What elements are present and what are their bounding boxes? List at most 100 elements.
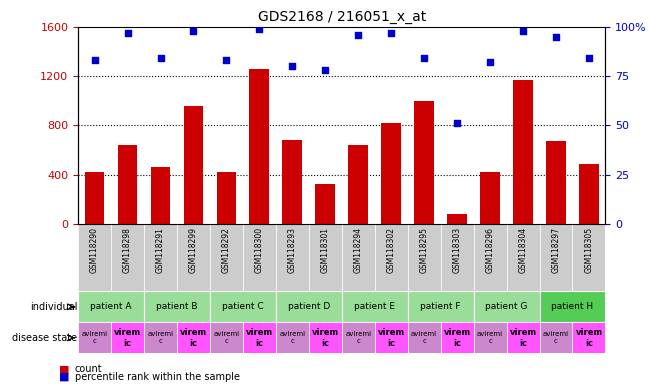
FancyBboxPatch shape <box>276 224 309 291</box>
FancyBboxPatch shape <box>177 322 210 353</box>
Text: patient G: patient G <box>486 302 528 311</box>
FancyBboxPatch shape <box>210 322 243 353</box>
Text: aviremi
c: aviremi c <box>147 331 174 344</box>
FancyBboxPatch shape <box>309 322 342 353</box>
Text: virem
ic: virem ic <box>443 328 471 348</box>
FancyBboxPatch shape <box>177 224 210 291</box>
Bar <box>513 80 533 224</box>
Point <box>156 55 166 61</box>
Title: GDS2168 / 216051_x_at: GDS2168 / 216051_x_at <box>258 10 426 25</box>
Point <box>452 120 462 126</box>
FancyBboxPatch shape <box>540 224 572 291</box>
FancyBboxPatch shape <box>506 322 540 353</box>
Bar <box>283 140 302 224</box>
Bar <box>414 101 434 224</box>
Text: GSM118301: GSM118301 <box>321 227 330 273</box>
Text: patient D: patient D <box>288 302 330 311</box>
Text: GSM118293: GSM118293 <box>288 227 297 273</box>
Text: GSM118300: GSM118300 <box>255 227 264 273</box>
Text: individual: individual <box>30 302 77 312</box>
Text: patient E: patient E <box>354 302 395 311</box>
Text: GSM118304: GSM118304 <box>519 227 527 273</box>
Text: virem
ic: virem ic <box>180 328 207 348</box>
FancyBboxPatch shape <box>243 224 276 291</box>
FancyBboxPatch shape <box>111 322 144 353</box>
Point <box>188 28 199 34</box>
Text: percentile rank within the sample: percentile rank within the sample <box>75 372 240 382</box>
Text: GSM118295: GSM118295 <box>420 227 428 273</box>
FancyBboxPatch shape <box>474 322 506 353</box>
Text: virem
ic: virem ic <box>378 328 405 348</box>
Text: patient A: patient A <box>90 302 132 311</box>
Point <box>89 57 100 63</box>
Point <box>518 28 528 34</box>
FancyBboxPatch shape <box>144 291 210 322</box>
Text: GSM118297: GSM118297 <box>551 227 561 273</box>
Point <box>353 32 363 38</box>
Bar <box>85 172 104 224</box>
FancyBboxPatch shape <box>408 322 441 353</box>
Bar <box>184 106 203 224</box>
Text: GSM118291: GSM118291 <box>156 227 165 273</box>
Bar <box>447 214 467 224</box>
FancyBboxPatch shape <box>243 322 276 353</box>
FancyBboxPatch shape <box>572 224 605 291</box>
FancyBboxPatch shape <box>144 322 177 353</box>
Text: GSM118298: GSM118298 <box>123 227 132 273</box>
Bar <box>480 172 500 224</box>
Bar <box>217 172 236 224</box>
FancyBboxPatch shape <box>441 322 474 353</box>
FancyBboxPatch shape <box>474 291 540 322</box>
FancyBboxPatch shape <box>111 224 144 291</box>
Bar <box>249 69 270 224</box>
FancyBboxPatch shape <box>474 224 506 291</box>
FancyBboxPatch shape <box>276 291 342 322</box>
Point <box>551 34 561 40</box>
Bar <box>118 145 137 224</box>
Text: GSM118296: GSM118296 <box>486 227 495 273</box>
Text: ■: ■ <box>59 364 69 374</box>
Text: virem
ic: virem ic <box>246 328 273 348</box>
Text: GSM118299: GSM118299 <box>189 227 198 273</box>
FancyBboxPatch shape <box>408 224 441 291</box>
Point <box>485 59 495 65</box>
FancyBboxPatch shape <box>408 291 474 322</box>
Text: GSM118303: GSM118303 <box>452 227 462 273</box>
FancyBboxPatch shape <box>572 322 605 353</box>
Text: aviremi
c: aviremi c <box>214 331 240 344</box>
Point <box>419 55 430 61</box>
Bar <box>150 167 171 224</box>
Text: patient C: patient C <box>222 302 264 311</box>
FancyBboxPatch shape <box>144 224 177 291</box>
Text: count: count <box>75 364 102 374</box>
Text: GSM118292: GSM118292 <box>222 227 231 273</box>
FancyBboxPatch shape <box>540 322 572 353</box>
Text: virem
ic: virem ic <box>114 328 141 348</box>
Bar <box>348 145 368 224</box>
Text: patient H: patient H <box>551 302 594 311</box>
FancyBboxPatch shape <box>276 322 309 353</box>
Bar <box>579 164 599 224</box>
Text: aviremi
c: aviremi c <box>411 331 437 344</box>
FancyBboxPatch shape <box>342 291 408 322</box>
Text: ■: ■ <box>59 372 69 382</box>
FancyBboxPatch shape <box>210 291 276 322</box>
Text: aviremi
c: aviremi c <box>345 331 371 344</box>
Text: aviremi
c: aviremi c <box>279 331 305 344</box>
FancyBboxPatch shape <box>309 224 342 291</box>
Text: patient B: patient B <box>156 302 198 311</box>
Text: aviremi
c: aviremi c <box>543 331 569 344</box>
Text: aviremi
c: aviremi c <box>477 331 503 344</box>
Text: virem
ic: virem ic <box>575 328 603 348</box>
FancyBboxPatch shape <box>78 224 111 291</box>
FancyBboxPatch shape <box>78 291 144 322</box>
Point <box>584 55 594 61</box>
Point <box>122 30 133 36</box>
FancyBboxPatch shape <box>375 322 408 353</box>
Point <box>386 30 396 36</box>
Bar <box>381 123 401 224</box>
Point <box>287 63 298 70</box>
Point <box>221 57 232 63</box>
Text: virem
ic: virem ic <box>510 328 536 348</box>
Text: GSM118290: GSM118290 <box>90 227 99 273</box>
